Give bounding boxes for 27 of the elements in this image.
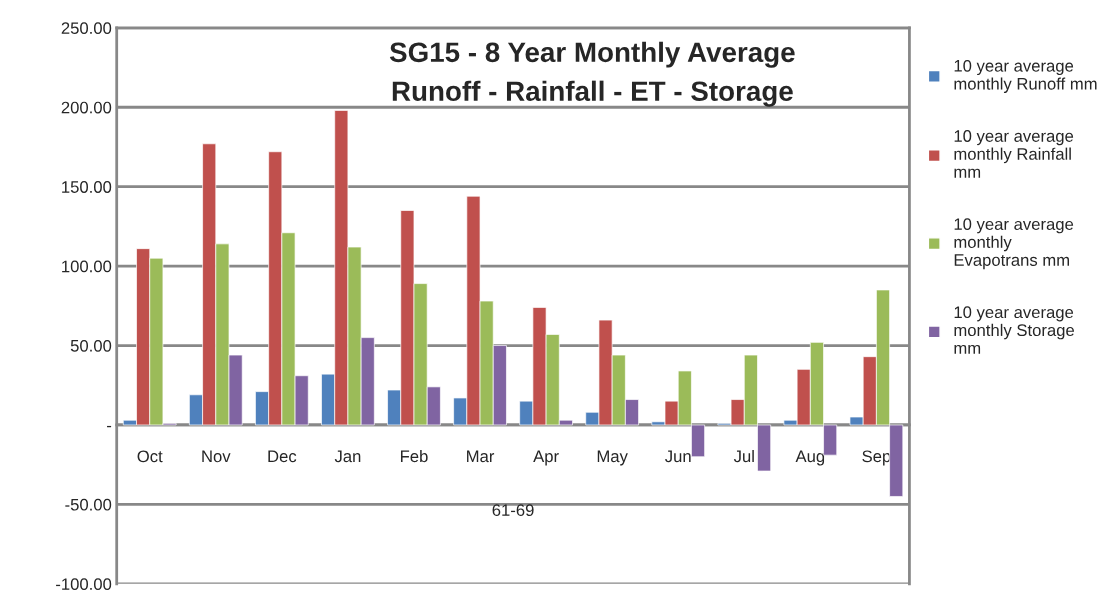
y-tick-label: 200.00	[61, 101, 112, 114]
y-tick-label: -	[107, 425, 112, 428]
x-tick-label: Dec	[268, 450, 297, 463]
legend-label: 10 year average monthly Rainfall mm	[954, 130, 1074, 178]
y-tick-label: -100.00	[56, 578, 112, 591]
x-tick-label: Sep	[862, 450, 891, 466]
text: Runoff - Rainfall - ET - Storage	[392, 80, 793, 107]
chart-title: SG15 - 8 Year Monthly Average	[389, 41, 795, 68]
y-tick-label: 100.00	[62, 260, 112, 273]
x-axis-title: 61-69	[492, 504, 534, 517]
y-tick-label: -50.00	[65, 498, 112, 511]
legend-label: 10 year average monthly Runoff mm	[954, 59, 1097, 93]
x-tick-label: Apr	[533, 450, 559, 466]
x-tick-label: Nov	[202, 450, 231, 463]
x-tick-label: May	[597, 450, 628, 466]
x-tick-label: Jul	[733, 449, 754, 463]
legend-label: 10 year average monthly Storage mm	[954, 306, 1075, 354]
legend-label: 10 year average monthly Evapotrans mm	[954, 218, 1074, 270]
y-tick-label: 250.00	[61, 22, 112, 35]
y-tick-label: 50.00	[70, 339, 112, 352]
x-tick-label: Aug	[795, 450, 825, 466]
x-tick-label: Oct	[137, 450, 163, 463]
x-tick-label: Feb	[400, 449, 428, 463]
x-tick-label: Mar	[467, 450, 495, 463]
x-tick-label: Jun	[665, 450, 691, 463]
x-tick-label: Jan	[334, 450, 361, 463]
y-tick-label: 150.00	[62, 181, 112, 193]
